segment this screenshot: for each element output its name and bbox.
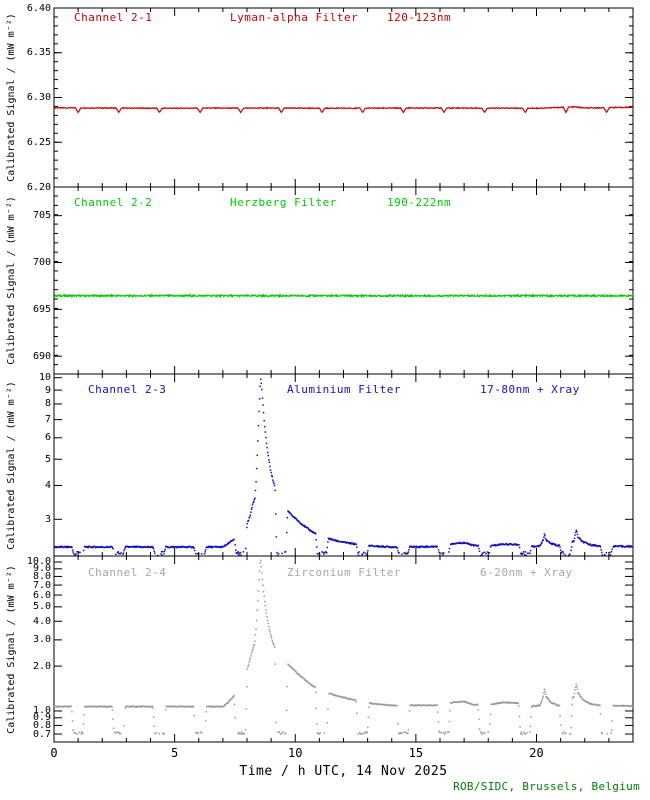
y-tick-label: 6.0: [32, 589, 51, 601]
y-tick-label: 6: [44, 432, 51, 444]
y-tick-label: 4: [44, 479, 51, 491]
y-tick-label: 700: [32, 257, 51, 268]
y-tick-label: 10.0: [26, 556, 51, 568]
y-tick-label: 2.0: [32, 660, 51, 672]
y-tick-label: 10: [38, 372, 51, 384]
y-tick-label: 4.0: [32, 615, 51, 627]
y-tick-label: 0.9: [32, 712, 51, 724]
y-tick-label: 8: [44, 398, 51, 410]
y-tick-label: 0.8: [32, 719, 51, 731]
y-tick-label: 8.0: [32, 570, 51, 582]
y-tick-label: 3: [44, 513, 51, 525]
series-herzberg-filter: [54, 292, 633, 299]
panel-frame: [53, 373, 634, 557]
y-tick-label: 6.40: [26, 2, 51, 14]
panel-frame: [53, 7, 634, 188]
panel4-band-label: 6-20nm + Xray: [480, 566, 573, 579]
panel3-channel-label: Channel 2-3: [88, 383, 167, 396]
x-tick-label: 5: [171, 746, 179, 760]
x-tick-label: 15: [408, 746, 424, 760]
panel-frame: [53, 555, 634, 743]
y-tick-label: 7.0: [32, 579, 51, 591]
panel-frame: [53, 186, 634, 375]
panel3-filter-label: Aluminium Filter: [287, 383, 401, 396]
credit-text: ROB/SIDC, Brussels, Belgium: [453, 780, 640, 793]
series-lyman-alpha-filter: [54, 105, 633, 114]
y-tick-label: 5.0: [32, 601, 51, 613]
panel1-channel-label: Channel 2-1: [74, 11, 153, 24]
panel4-channel-label: Channel 2-4: [88, 566, 167, 579]
panel2-filter-label: Herzberg Filter: [230, 196, 337, 209]
y-tick-label: 0.7: [32, 728, 51, 740]
y-tick-label: 1.0: [32, 705, 51, 717]
x-tick-label: 10: [288, 746, 303, 760]
panel4-filter-label: Zirconium Filter: [287, 566, 401, 579]
y-tick-label: 6.30: [26, 92, 51, 103]
series-aluminium-filter: [54, 378, 633, 556]
panel-channel-2-4: [53, 555, 634, 743]
panel1-band-label: 120-123nm: [387, 11, 452, 24]
panel2-band-label: 190-222nm: [387, 196, 452, 209]
series-zirconium-filter: [54, 559, 633, 735]
panel-channel-2-1: [53, 7, 634, 188]
y-tick-label: 6.20: [26, 181, 51, 193]
panel-channel-2-3: [53, 373, 634, 557]
panel1-filter-label: Lyman-alpha Filter: [230, 11, 359, 24]
panel-channel-2-2: [53, 186, 634, 375]
y-tick-label: 7: [44, 414, 51, 426]
panel2-y-axis-title-text: Calibrated Signal / (mW m⁻²): [5, 196, 17, 365]
y-tick-label: 3.0: [32, 634, 51, 646]
y-tick-label: 5: [44, 453, 51, 465]
x-tick-label: 0: [50, 746, 58, 760]
panel2-channel-label: Channel 2-2: [74, 196, 153, 209]
y-tick-label: 695: [32, 303, 51, 315]
y-tick-label: 690: [32, 350, 51, 362]
y-tick-label: 6.35: [26, 47, 51, 59]
x-axis-title: Time / h UTC, 14 Nov 2025: [239, 764, 448, 779]
y-tick-label: 705: [32, 210, 51, 222]
y-tick-label: 9: [44, 384, 51, 396]
y-tick-label: 6.25: [26, 136, 51, 148]
panel3-band-label: 17-80nm + Xray: [480, 383, 580, 396]
x-tick-label: 20: [529, 746, 544, 760]
y-tick-label: 9.0: [32, 563, 51, 575]
